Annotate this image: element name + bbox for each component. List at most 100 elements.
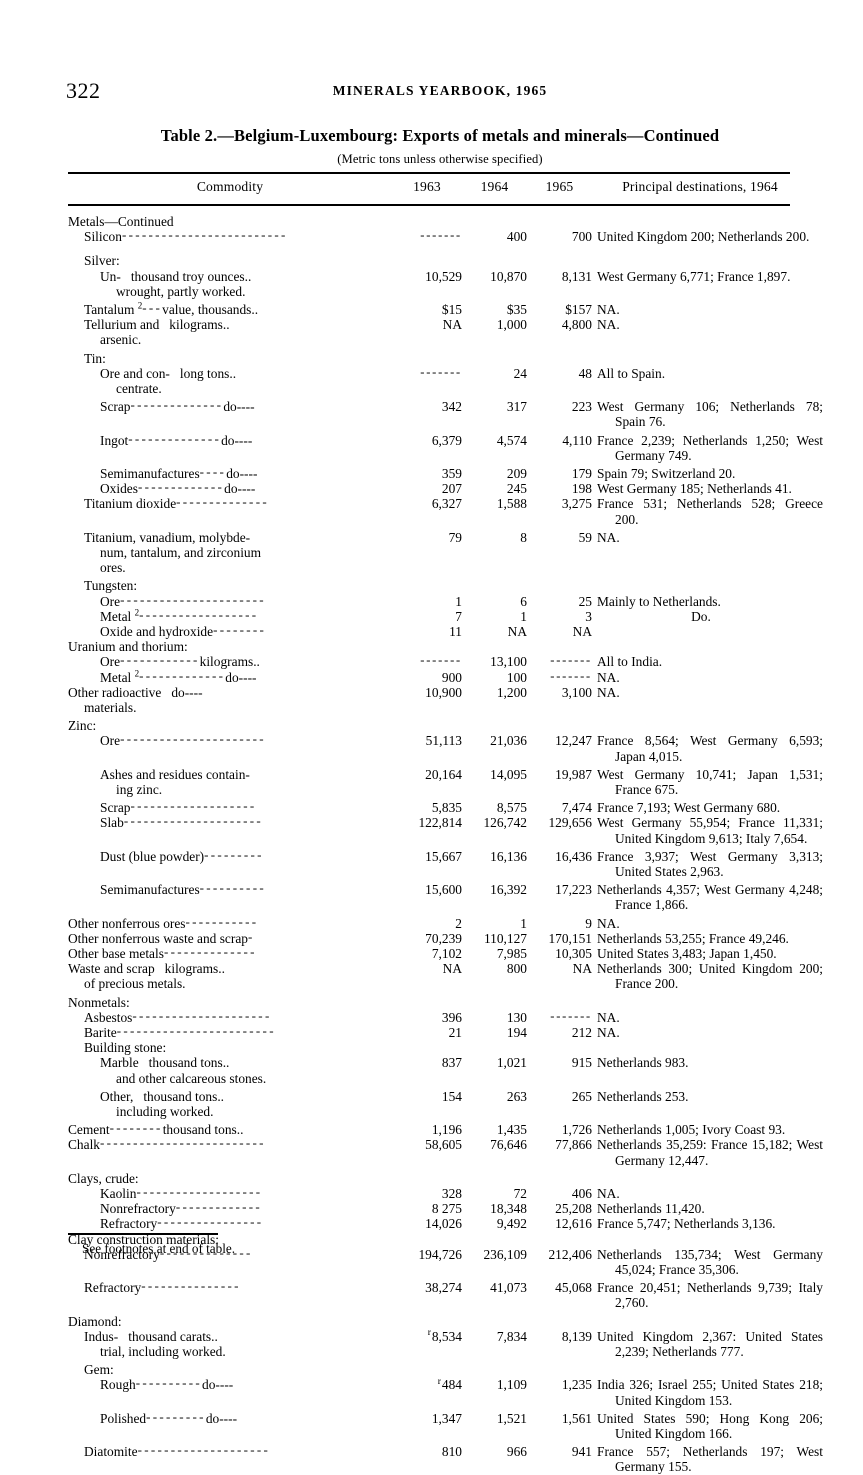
unit-label: do----	[221, 432, 253, 448]
value-1965: 12,616	[555, 1216, 592, 1232]
commodity-label: Nonmetals:	[68, 994, 130, 1010]
value-1963: 207	[441, 481, 462, 497]
destinations-text: Netherlands 135,734; West Germany 45,024…	[597, 1246, 823, 1277]
leader-dots: ----------------	[157, 1214, 264, 1230]
no-data-dashes: -------	[420, 653, 462, 668]
value-1965: 265	[571, 1088, 592, 1104]
unit-label: thousand tons..	[148, 1055, 230, 1071]
destinations-text: All to Spain.	[597, 365, 666, 381]
value-1963: 122,814	[418, 815, 462, 831]
destinations-text: Netherlands 11,420.	[597, 1201, 705, 1217]
commodity-label: Silver:	[84, 253, 120, 269]
commodity-label: Silicon-------------------------	[84, 227, 288, 245]
commodity-label-continuation: ing zinc.	[116, 782, 163, 797]
leader-dots: ---------	[204, 846, 264, 862]
value-1964: NA	[507, 624, 527, 639]
page-number: 322	[66, 78, 101, 103]
commodity-label: Ore----------------------	[100, 591, 266, 609]
value-1964: 1,435	[496, 1122, 527, 1138]
column-header-destinations: Principal destinations, 1964	[622, 179, 778, 194]
value-1963: 14,026	[425, 1216, 462, 1232]
leader-dots: -------------	[137, 479, 225, 495]
destinations-text: France 5,747; Netherlands 3,136.	[597, 1216, 776, 1232]
leader-dots: --------------	[128, 430, 222, 446]
commodity-label: Clays, crude:	[68, 1170, 139, 1186]
no-data-dashes: -------	[550, 1008, 592, 1023]
value-1964: 317	[506, 399, 527, 415]
value-1964: 18,348	[490, 1201, 527, 1217]
value-1964: 41,073	[490, 1280, 527, 1296]
destinations-text: United Kingdom 2,367: United States 2,23…	[597, 1328, 823, 1359]
value-1965: 3,100	[561, 684, 592, 700]
table-top-rule	[68, 172, 790, 175]
value-1963: 10,900	[425, 684, 462, 700]
value-1965: 129,656	[548, 815, 592, 831]
unit-label: kilograms..	[164, 961, 225, 977]
value-1965: NA	[572, 961, 592, 977]
destinations-text: NA.	[597, 1025, 620, 1040]
value-1964: 400	[506, 229, 527, 245]
value-1964: 1	[520, 915, 527, 931]
commodity-label: Indus- thousand carats..	[84, 1328, 218, 1344]
table-title: Table 2.—Belgium-Luxembourg: Exports of …	[160, 126, 720, 145]
value-1964: 263	[506, 1088, 527, 1104]
destinations-text: NA.	[597, 317, 620, 333]
commodity-label: Tungsten:	[84, 578, 138, 594]
destinations-text: Netherlands 1,005; Ivory Coast 93.	[597, 1122, 786, 1138]
value-1965: 4,800	[561, 317, 592, 333]
table-subtitle: (Metric tons unless otherwise specified)	[337, 152, 543, 166]
commodity-label: Refractory---------------	[84, 1278, 241, 1296]
value-1965: 8,131	[561, 268, 592, 284]
value-1965: NA	[572, 624, 592, 639]
value-1965: 25,208	[555, 1201, 592, 1217]
value-1963: 5,835	[431, 800, 462, 816]
commodity-label: Uranium and thorium:	[68, 639, 188, 655]
value-1963: 11	[449, 624, 462, 639]
destinations-text: Netherlands 253.	[597, 1088, 689, 1104]
value-1964: 13,100	[490, 654, 527, 670]
table-header-rule	[68, 204, 790, 207]
running-title: MINERALS YEARBOOK, 1965	[332, 83, 548, 98]
commodity-label: Barite------------------------	[84, 1023, 276, 1040]
no-data-dashes: -------	[420, 228, 462, 243]
footnote-text: See footnotes at end of table.	[82, 1241, 236, 1256]
destinations-text: NA.	[597, 302, 620, 317]
value-1964: 16,392	[490, 882, 527, 898]
value-1963: 51,113	[425, 733, 462, 749]
value-1963: 1	[455, 593, 462, 609]
column-header-1965: 1965	[545, 179, 574, 194]
value-1965: 915	[571, 1055, 592, 1071]
commodity-label-continuation: num, tantalum, and zirconium	[100, 545, 262, 560]
leader-dots: --------------	[130, 397, 224, 413]
value-1963: 194,726	[418, 1246, 462, 1262]
no-data-dashes: -------	[550, 653, 592, 668]
value-1964: 10,870	[490, 268, 527, 284]
value-1965: 59	[578, 529, 592, 545]
value-1963: 70,239	[425, 930, 462, 946]
value-1963: 2	[455, 915, 462, 931]
leader-dots: ---------------------	[123, 813, 264, 829]
value-1963: 7	[455, 608, 462, 624]
value-1965: 223	[571, 399, 592, 415]
leader-dots: -	[247, 928, 255, 944]
value-1965: 170,151	[548, 930, 592, 946]
leader-dots: --------	[109, 1120, 163, 1136]
value-1965: 1,561	[561, 1410, 592, 1426]
value-1963: r8,534	[427, 1328, 462, 1344]
value-1964: 1,588	[496, 496, 527, 512]
value-1963: 396	[441, 1009, 462, 1025]
commodity-label: Titanium, vanadium, molybde-	[84, 529, 251, 545]
destinations-text: France 557; Netherlands 197; West German…	[597, 1444, 823, 1475]
commodity-label-continuation: arsenic.	[100, 332, 142, 348]
commodity-label: Other radioactive do----	[68, 684, 203, 700]
value-1965: 9	[585, 915, 592, 931]
footnote-marker: 2	[137, 300, 143, 311]
leader-dots: -------------------	[130, 798, 257, 814]
value-1964: 800	[506, 961, 527, 977]
destinations-text: Netherlands 35,259: France 15,182; West …	[597, 1137, 823, 1168]
leader-dots: ----------------------	[120, 731, 266, 747]
leader-dots: ---------------------	[132, 1007, 272, 1023]
value-1965: 48	[578, 365, 592, 381]
revised-marker: r	[437, 1376, 441, 1387]
value-1965: 3,275	[561, 496, 592, 512]
